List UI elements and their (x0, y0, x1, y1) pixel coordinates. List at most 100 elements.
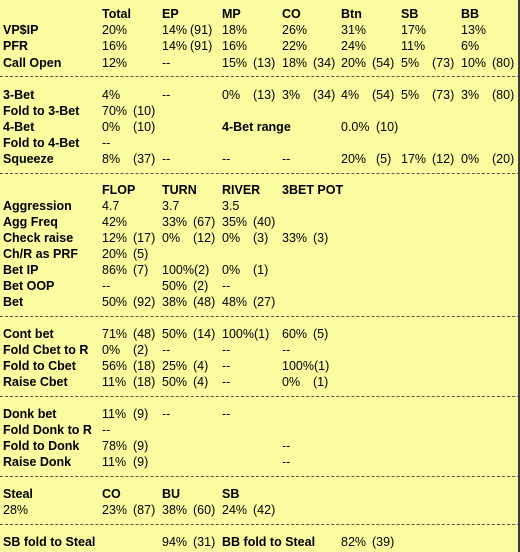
stat-value: 20% (341, 152, 367, 166)
stat-count: (10) (133, 120, 156, 134)
stat-label: Bet IP (3, 263, 39, 277)
stat-count: (7) (133, 263, 149, 277)
stat-value: 20% (102, 23, 128, 37)
stat-value: 48% (222, 295, 248, 309)
stat-count: (10) (376, 120, 399, 134)
stat-value: 35% (222, 215, 248, 229)
stat-row-fold-cbet-to-r: Fold Cbet to R 0% (2) -- -- -- (0, 342, 520, 358)
stat-value: 24% (341, 39, 367, 53)
stat-label: Call Open (3, 56, 62, 70)
stat-row-check-raise: Check raise 12% (17) 0% (12) 0% (3) 33% … (0, 230, 520, 246)
stat-count: (12) (193, 231, 216, 245)
stat-value: -- (162, 88, 171, 102)
col-ep: EP (162, 7, 179, 21)
stat-value: -- (282, 152, 291, 166)
stat-count: (27) (253, 295, 276, 309)
stat-row-fold-donk-to-r: Fold Donk to R -- (0, 422, 520, 438)
stat-value: 86% (102, 263, 128, 277)
stat-count: (80) (492, 56, 515, 70)
stat-row-bet-oop: Bet OOP -- 50% (2) -- (0, 278, 520, 294)
stat-value: 33% (282, 231, 308, 245)
stat-label: VP$IP (3, 23, 39, 37)
stat-value: 71% (102, 327, 128, 341)
stat-row-raise-donk: Raise Donk 11% (9) -- (0, 454, 520, 470)
stat-value: 0% (461, 152, 480, 166)
stat-count: (48) (133, 327, 156, 341)
stat-count: (37) (133, 152, 156, 166)
col-co: CO (102, 487, 121, 501)
stat-count: (3) (253, 231, 269, 245)
stat-label: 4-Bet (3, 120, 35, 134)
stat-value: 94% (162, 535, 188, 549)
stat-row-fold-to-cbet: Fold to Cbet 56% (18) 25% (4) -- 100%(1) (0, 358, 520, 374)
stat-value: 16% (222, 39, 248, 53)
stat-row-bet-ip: Bet IP 86% (7) 100%(2) 0% (1) (0, 262, 520, 278)
stat-value: -- (282, 343, 291, 357)
col-3bet-pot: 3BET POT (282, 183, 344, 197)
stat-value: 16% (102, 39, 128, 53)
stat-label: PFR (3, 39, 28, 53)
stat-count: (13) (253, 56, 276, 70)
stat-row-fold-to-4bet: Fold to 4-Bet -- (0, 135, 520, 151)
stat-row-pfr: PFR 16% 14% (91) 16% 22% 24% 11% 6% (0, 38, 520, 54)
stat-value: 4% (341, 88, 360, 102)
stat-count: (18) (133, 375, 156, 389)
stat-value: 11% (102, 407, 127, 421)
stat-value: 26% (282, 23, 308, 37)
stat-value: 23% (102, 503, 128, 517)
stat-label-4bet-range: 4-Bet range (222, 120, 291, 134)
stat-value: -- (222, 375, 231, 389)
stat-label: Steal (3, 487, 33, 501)
col-btn: Btn (341, 7, 362, 21)
stat-count: (1) (253, 263, 269, 277)
stat-value: 4.7 (102, 199, 120, 213)
stat-value: 50% (162, 327, 188, 341)
stat-value: 42% (102, 215, 128, 229)
stat-value: 3% (282, 88, 301, 102)
stat-value: 6% (461, 39, 480, 53)
stat-count: (39) (372, 535, 395, 549)
stat-value: 22% (282, 39, 308, 53)
stat-count: (10) (133, 104, 156, 118)
stat-value: 82% (341, 535, 367, 549)
stat-row-fold-to-donk: Fold to Donk 78% (9) -- (0, 438, 520, 454)
stat-count: (4) (193, 375, 209, 389)
stat-value: 56% (102, 359, 128, 373)
stat-value: -- (282, 439, 291, 453)
stat-count: (34) (313, 88, 336, 102)
stat-value: -- (222, 359, 231, 373)
stat-value: -- (162, 56, 171, 70)
stat-value: -- (102, 423, 111, 437)
stat-count: (73) (432, 88, 455, 102)
stat-value: 0% (162, 231, 181, 245)
stat-count: (4) (193, 359, 209, 373)
stat-count: (34) (313, 56, 336, 70)
stat-count: (54) (372, 56, 395, 70)
stat-row-aggression: Aggression 4.7 3.7 3.5 (0, 198, 520, 214)
stat-value: 60% (282, 327, 308, 341)
stat-value: -- (222, 343, 231, 357)
stat-label: Agg Freq (3, 215, 58, 229)
stat-label: Donk bet (3, 407, 57, 421)
stat-label: Aggression (3, 199, 72, 213)
stat-value: -- (102, 136, 111, 150)
stat-value: 13% (461, 23, 487, 37)
stat-label: Fold to 4-Bet (3, 136, 80, 150)
stat-value: 5% (401, 88, 420, 102)
stat-label: Raise Donk (3, 455, 72, 469)
stat-value: 28% (3, 503, 29, 517)
stat-count: (42) (253, 503, 276, 517)
stat-value: 3.5 (222, 199, 240, 213)
stat-value: 0% (282, 375, 301, 389)
stat-count: (18) (133, 359, 156, 373)
stat-value: 17% (401, 152, 427, 166)
stat-value: 11% (102, 455, 127, 469)
col-total: Total (102, 7, 131, 21)
section-divider (0, 476, 520, 477)
stat-value: 0% (102, 343, 121, 357)
col-sb: SB (222, 487, 240, 501)
stat-count: (9) (133, 407, 149, 421)
stat-value: 17% (401, 23, 427, 37)
stat-value: 50% (162, 375, 188, 389)
col-bb: BB (461, 7, 480, 21)
